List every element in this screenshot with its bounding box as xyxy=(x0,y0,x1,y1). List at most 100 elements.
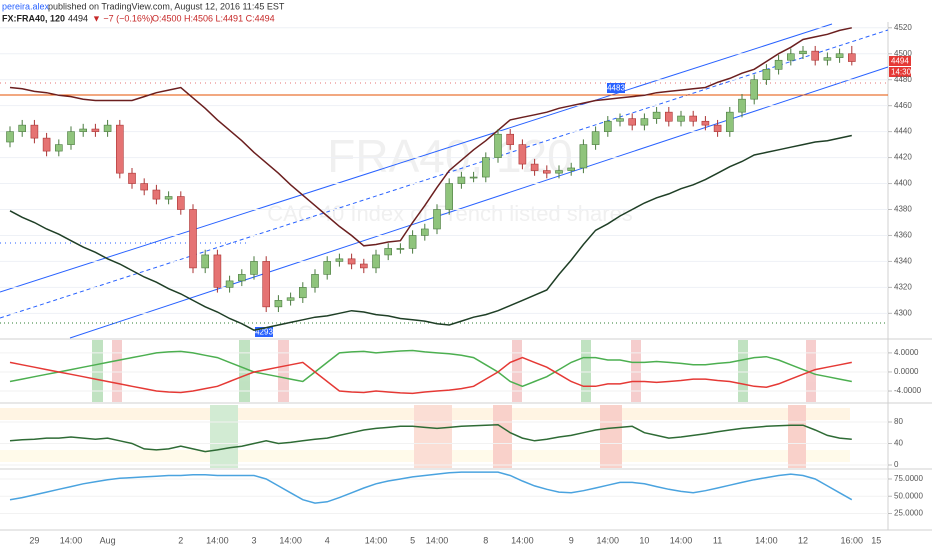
candle-body xyxy=(420,228,429,236)
signal xyxy=(414,405,452,468)
zone xyxy=(0,408,850,420)
x-tick-label: Aug xyxy=(100,535,116,545)
signal xyxy=(631,340,641,402)
candle-body xyxy=(786,53,795,61)
y-tick-label: 4460 xyxy=(894,101,912,110)
y-tick-label: 4500 xyxy=(894,49,912,58)
x-tick-label: 2 xyxy=(178,535,183,545)
candle-body xyxy=(335,258,344,262)
y-tick-label: 4360 xyxy=(894,231,912,240)
candle-body xyxy=(469,176,478,179)
x-tick-label: 12 xyxy=(798,535,808,545)
x-tick-label: 16:00 xyxy=(841,535,864,545)
candle-body xyxy=(116,124,124,174)
last-price: 4494 xyxy=(68,13,88,23)
candle-body xyxy=(652,111,661,119)
candle-body xyxy=(79,128,87,132)
candle-body xyxy=(494,133,502,158)
y-tick-label: 4420 xyxy=(894,153,912,162)
candle-body xyxy=(847,53,856,62)
indicator-line xyxy=(9,423,852,453)
y-tick-label: 80 xyxy=(894,417,903,426)
candle-body xyxy=(628,118,637,126)
candle-body xyxy=(274,300,283,308)
candle-body xyxy=(408,235,417,249)
signal xyxy=(493,405,512,468)
candle-body xyxy=(30,124,39,139)
signal xyxy=(512,340,522,402)
candle-body xyxy=(372,254,380,269)
signal xyxy=(278,340,289,402)
candle-body xyxy=(103,124,112,132)
x-tick-label: 29 xyxy=(29,535,39,545)
candle-body xyxy=(603,120,612,132)
signal xyxy=(239,340,250,402)
x-tick-label: 14:00 xyxy=(206,535,229,545)
candle-body xyxy=(201,254,209,269)
published: published on TradingView.com, August 12,… xyxy=(48,1,285,11)
x-tick-label: 5 xyxy=(410,535,415,545)
candle-body xyxy=(664,111,673,122)
ohlc: O:4500 H:4506 L:4491 C:4494 xyxy=(152,13,275,23)
candle-body xyxy=(384,248,393,256)
candle-body xyxy=(286,297,295,301)
x-tick-label: 8 xyxy=(483,535,488,545)
y-tick-label: 75.0000 xyxy=(894,474,923,483)
author[interactable]: pereira.alex xyxy=(2,1,50,11)
candle-body xyxy=(762,69,771,81)
candle-body xyxy=(6,131,14,143)
candle-body xyxy=(750,79,759,100)
y-tick-label: 40 xyxy=(894,439,903,448)
y-tick-label: 50.0000 xyxy=(894,491,923,500)
candle-body xyxy=(823,57,832,61)
candle-body xyxy=(433,209,441,230)
candle-body xyxy=(542,170,551,174)
indicator-line xyxy=(9,27,852,247)
candle-body xyxy=(42,137,51,152)
signal xyxy=(738,340,748,402)
candle-body xyxy=(238,274,246,282)
candle-body xyxy=(54,144,63,152)
candle-body xyxy=(323,261,332,275)
x-tick-label: 14:00 xyxy=(755,535,778,545)
candle-body xyxy=(457,176,466,184)
candle-body xyxy=(799,50,807,55)
candle-body xyxy=(579,144,588,169)
candle-body xyxy=(616,118,624,122)
candle-body xyxy=(311,274,319,288)
y-tick-label: 0.0000 xyxy=(894,367,919,376)
candle-body xyxy=(164,196,173,200)
candle-body xyxy=(189,209,197,269)
countdown: 14:30 xyxy=(891,68,912,77)
x-tick-label: 14:00 xyxy=(365,535,388,545)
price-tag xyxy=(889,56,911,66)
candle-body xyxy=(774,59,783,70)
x-tick-label: 3 xyxy=(251,535,256,545)
change: ▼ −7 (−0.16%) xyxy=(92,13,153,23)
y-tick-label: 25.0000 xyxy=(894,509,923,518)
frame xyxy=(0,22,932,531)
candle-body xyxy=(738,98,746,113)
indicator-line xyxy=(9,356,852,395)
candle-body xyxy=(140,183,148,191)
candle-body xyxy=(640,118,649,126)
candle-body xyxy=(506,133,515,145)
candle-body xyxy=(250,261,258,275)
candle-body xyxy=(298,287,307,299)
signal xyxy=(92,340,103,402)
y-tick-label: 4380 xyxy=(894,205,912,214)
candle-body xyxy=(177,196,185,210)
y-tick-label: 4300 xyxy=(894,308,912,317)
candle-body xyxy=(555,170,563,174)
signals xyxy=(0,340,850,468)
x-tick-label: 14:00 xyxy=(670,535,693,545)
candle-body xyxy=(347,258,356,265)
channel-mid xyxy=(0,29,889,319)
candle-body xyxy=(530,163,539,171)
x-tick-label: 4 xyxy=(325,535,330,545)
annotation-box xyxy=(255,327,273,337)
channel-lower xyxy=(69,66,889,339)
signal xyxy=(600,405,622,468)
x-tick-label: 11 xyxy=(713,535,722,545)
candle-body xyxy=(152,189,161,200)
